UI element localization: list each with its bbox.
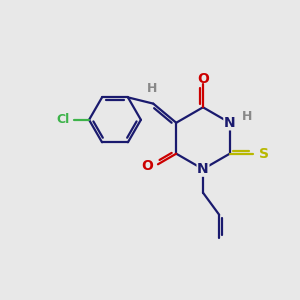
Text: O: O xyxy=(197,72,209,86)
Text: O: O xyxy=(141,159,153,173)
Text: H: H xyxy=(147,82,157,95)
Text: N: N xyxy=(224,116,236,130)
Text: Cl: Cl xyxy=(57,113,70,126)
Text: S: S xyxy=(259,147,269,161)
Text: H: H xyxy=(242,110,253,123)
Text: N: N xyxy=(197,162,209,176)
